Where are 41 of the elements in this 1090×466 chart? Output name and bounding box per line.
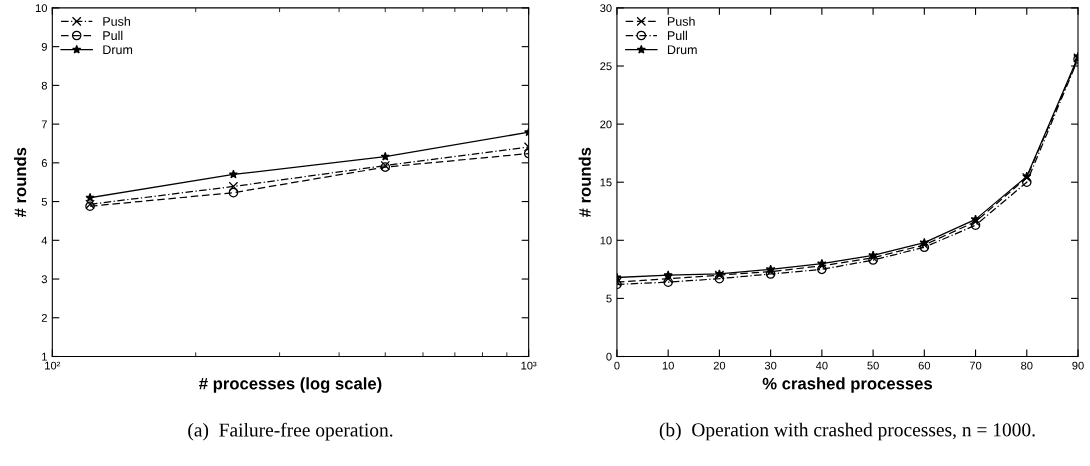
y-tick-label: 20 [600,120,612,129]
y-tick-label: 2 [41,314,47,322]
y-tick-label: 30 [600,4,612,13]
y-tick-label: 1 [42,352,47,361]
y-tick-label: 15 [600,178,612,187]
y-tick-label: 8 [41,81,47,90]
x-tick-label: 60 [918,361,931,370]
legend-label: Pull [103,30,123,41]
legend-label: Push [667,16,695,26]
text: (a) Failure-free operation. [188,422,393,441]
x-axis-title: % crashed processes [762,377,933,393]
y-tick-label: 5 [606,294,612,303]
y-tick-label: 0 [606,352,612,361]
y-axis-title: # rounds [14,147,27,218]
x-tick-label: 40 [815,361,828,370]
y-tick-label: 25 [600,62,612,71]
x-tick-label: 10² [45,361,61,370]
text: (b) Operation with crashed processes, n = 1000. [659,422,1035,441]
x-tick-label: 50 [867,361,879,370]
x-tick-label: 10 [662,361,674,370]
y-tick-label: 3 [41,275,47,284]
legend-label: Pull [667,30,687,41]
x-axis-title: # processes (log scale) [199,377,382,393]
x-tick-label: 20 [713,361,726,370]
legend-label: Drum [103,45,133,55]
x-tick-label: 0 [614,361,620,370]
y-tick-label: 5 [41,197,47,206]
y-tick-label: 10 [35,4,48,13]
x-tick-label: 10³ [521,361,537,370]
y-tick-label: 6 [41,159,47,167]
legend-label: Drum [667,45,697,55]
y-axis-title: # rounds [578,147,591,218]
y-tick-label: 10 [600,236,612,245]
x-tick-label: 90 [1072,361,1084,370]
x-tick-label: 80 [1021,361,1033,370]
y-tick-label: 7 [41,120,47,129]
y-tick-label: 9 [41,42,47,51]
x-tick-label: 30 [764,361,777,370]
x-tick-label: 70 [969,361,982,370]
legend-label: Push [103,16,130,26]
y-tick-label: 4 [41,236,48,245]
